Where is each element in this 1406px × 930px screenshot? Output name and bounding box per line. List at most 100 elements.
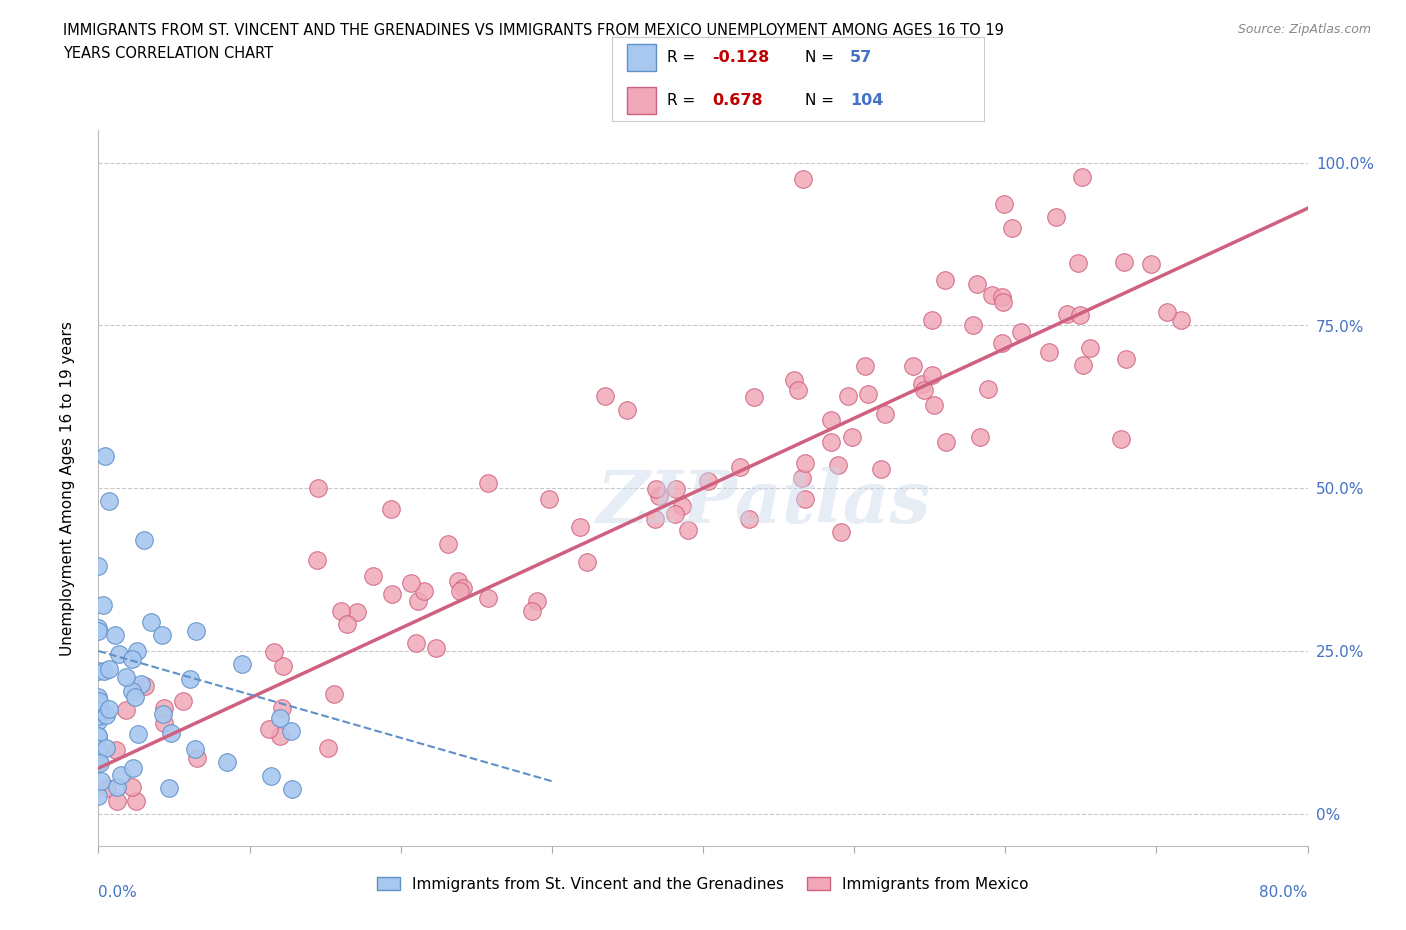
Point (89, 704, 111, 719)
Point (231, 657, 253, 671)
Point (121, 651, 143, 666)
Point (336, 617, 359, 631)
Text: ZIPatlas: ZIPatlas (596, 467, 931, 538)
Point (87, 698, 110, 712)
Point (307, 552, 329, 567)
Point (115, 670, 138, 684)
Point (841, 430, 863, 445)
Point (437, 537, 460, 551)
Point (307, 480, 329, 495)
Text: R =: R = (668, 50, 700, 65)
Point (912, 382, 935, 397)
Point (124, 689, 146, 704)
Text: 0.678: 0.678 (713, 93, 763, 108)
Point (671, 498, 693, 513)
Point (520, 604, 543, 618)
Point (87, 789, 110, 804)
Point (323, 687, 346, 702)
Point (280, 724, 302, 738)
Point (1078, 341, 1101, 356)
Point (134, 679, 156, 694)
Point (329, 604, 352, 618)
Point (962, 317, 984, 332)
Point (665, 482, 688, 497)
Point (1056, 306, 1078, 321)
Point (94, 448, 117, 463)
Point (134, 533, 156, 548)
Point (260, 769, 283, 784)
Point (87, 713, 110, 728)
Point (477, 591, 499, 605)
Point (87, 695, 110, 710)
Text: N =: N = (806, 50, 839, 65)
Point (96, 708, 118, 723)
Point (526, 593, 548, 608)
Text: 0.0%: 0.0% (98, 885, 138, 900)
Point (87, 702, 110, 717)
Point (644, 512, 666, 527)
Point (991, 290, 1014, 305)
Point (215, 754, 238, 769)
Point (139, 615, 162, 630)
Point (1067, 256, 1090, 271)
Point (96, 780, 118, 795)
Point (281, 781, 304, 796)
Point (477, 475, 499, 490)
Point (87, 744, 110, 759)
Point (87, 709, 110, 724)
Legend: Immigrants from St. Vincent and the Grenadines, Immigrants from Mexico: Immigrants from St. Vincent and the Gren… (370, 870, 1036, 899)
Point (697, 474, 720, 489)
Point (152, 706, 174, 721)
Point (121, 761, 143, 776)
Point (593, 389, 616, 404)
Point (921, 312, 943, 327)
Y-axis label: Unemployment Among Ages 16 to 19 years: Unemployment Among Ages 16 to 19 years (60, 321, 75, 656)
Point (87, 741, 110, 756)
Point (447, 574, 470, 589)
Text: R =: R = (668, 93, 700, 108)
Point (153, 716, 176, 731)
Point (1170, 312, 1192, 327)
Point (676, 523, 699, 538)
Point (976, 381, 998, 396)
Point (87, 620, 110, 635)
Point (934, 272, 956, 287)
Point (152, 700, 174, 715)
Text: -0.128: -0.128 (713, 50, 769, 65)
Point (380, 501, 402, 516)
Point (966, 277, 988, 292)
Point (269, 728, 291, 743)
Point (786, 383, 808, 398)
Text: 80.0%: 80.0% (1260, 885, 1308, 900)
Point (853, 359, 876, 374)
Point (744, 390, 766, 405)
Point (1071, 358, 1094, 373)
Point (449, 583, 471, 598)
Point (127, 726, 149, 741)
Point (89, 756, 111, 771)
Point (90, 774, 112, 789)
Point (346, 604, 368, 619)
Point (790, 471, 813, 485)
Point (648, 488, 671, 503)
Point (399, 575, 422, 590)
Point (381, 587, 404, 602)
Point (783, 372, 806, 387)
Point (263, 644, 285, 659)
Text: Source: ZipAtlas.com: Source: ZipAtlas.com (1237, 23, 1371, 36)
Point (1001, 220, 1024, 235)
Point (186, 751, 208, 765)
Point (94, 741, 117, 756)
Point (405, 635, 427, 650)
Point (969, 429, 991, 444)
Point (616, 403, 638, 418)
Point (179, 671, 201, 686)
Point (98, 702, 121, 717)
Point (1156, 305, 1178, 320)
Point (856, 386, 879, 401)
Point (271, 658, 294, 673)
Point (406, 593, 429, 608)
Point (87, 624, 110, 639)
Bar (627, 44, 657, 71)
Point (160, 725, 183, 740)
